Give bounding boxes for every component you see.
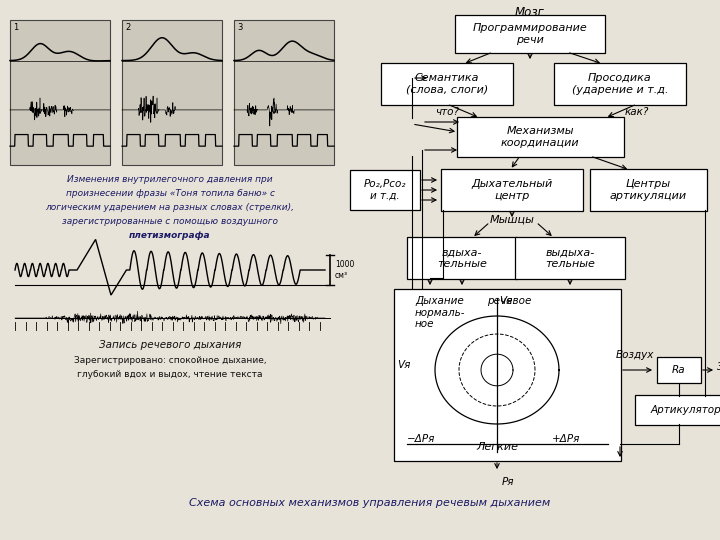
Text: логическим ударением на разных словах (стрелки),: логическим ударением на разных словах (с… — [45, 203, 294, 212]
Text: произнесении фразы «Тоня топила баню» с: произнесении фразы «Тоня топила баню» с — [66, 189, 274, 198]
Text: Звук: Звук — [717, 362, 720, 372]
Text: Механизмы
координации: Механизмы координации — [500, 126, 580, 148]
Text: плетизмографа: плетизмографа — [129, 231, 211, 240]
FancyBboxPatch shape — [407, 237, 517, 279]
FancyBboxPatch shape — [441, 169, 583, 211]
Text: Запись речевого дыхания: Запись речевого дыхания — [99, 340, 241, 350]
Text: выдыха-
тельные: выдыха- тельные — [545, 247, 595, 269]
Text: Артикуляторы: Артикуляторы — [650, 405, 720, 415]
FancyBboxPatch shape — [456, 117, 624, 157]
Text: зарегистрированные с помощью воздушного: зарегистрированные с помощью воздушного — [62, 217, 278, 226]
Text: Ря: Ря — [502, 477, 515, 487]
Text: Rа: Rа — [672, 365, 686, 375]
Text: глубокий вдох и выдох, чтение текста: глубокий вдох и выдох, чтение текста — [77, 370, 263, 379]
Text: 3: 3 — [237, 23, 243, 32]
Text: что?: что? — [435, 107, 459, 117]
Text: Программирование
речи: Программирование речи — [472, 23, 588, 45]
FancyBboxPatch shape — [554, 63, 686, 105]
FancyBboxPatch shape — [394, 289, 621, 461]
Text: Центры
артикуляции: Центры артикуляции — [609, 179, 687, 201]
Text: Схема основных механизмов управления речевым дыханием: Схема основных механизмов управления реч… — [189, 498, 551, 508]
Text: 1000
см³: 1000 см³ — [335, 260, 354, 280]
Text: речевое: речевое — [487, 296, 531, 306]
Text: Легкие: Легкие — [476, 442, 518, 452]
Text: Семантика
(слова, слоги): Семантика (слова, слоги) — [406, 73, 488, 95]
Text: Просодика
(ударение и т.д.: Просодика (ударение и т.д. — [572, 73, 668, 95]
Text: Мозг: Мозг — [515, 6, 545, 19]
Text: Мышцы: Мышцы — [490, 215, 534, 225]
FancyBboxPatch shape — [350, 170, 420, 210]
Text: Vя: Vя — [397, 360, 410, 370]
Text: Воздух: Воздух — [616, 350, 654, 360]
Text: Дыхательный
центр: Дыхательный центр — [472, 179, 553, 201]
Text: как?: как? — [625, 107, 649, 117]
FancyBboxPatch shape — [590, 169, 706, 211]
Text: 2: 2 — [125, 23, 130, 32]
FancyBboxPatch shape — [455, 15, 605, 53]
Text: Изменения внутрилегочного давления при: Изменения внутрилегочного давления при — [67, 175, 273, 184]
Text: Po₂,Pco₂
и т.д.: Po₂,Pco₂ и т.д. — [364, 179, 406, 201]
FancyBboxPatch shape — [657, 357, 701, 383]
FancyBboxPatch shape — [122, 20, 222, 165]
Text: +ΔРя: +ΔРя — [552, 434, 580, 444]
Text: Vя: Vя — [499, 296, 513, 306]
Text: Зарегистрировано: спокойное дыхание,: Зарегистрировано: спокойное дыхание, — [73, 356, 266, 365]
Text: 1: 1 — [13, 23, 18, 32]
Text: вдыха-
тельные: вдыха- тельные — [437, 247, 487, 269]
FancyBboxPatch shape — [635, 395, 720, 425]
FancyBboxPatch shape — [515, 237, 625, 279]
Text: Дыхание
нормаль-
ное: Дыхание нормаль- ное — [415, 296, 466, 329]
Text: −ΔРя: −ΔРя — [407, 434, 436, 444]
FancyBboxPatch shape — [381, 63, 513, 105]
FancyBboxPatch shape — [10, 20, 110, 165]
FancyBboxPatch shape — [234, 20, 334, 165]
